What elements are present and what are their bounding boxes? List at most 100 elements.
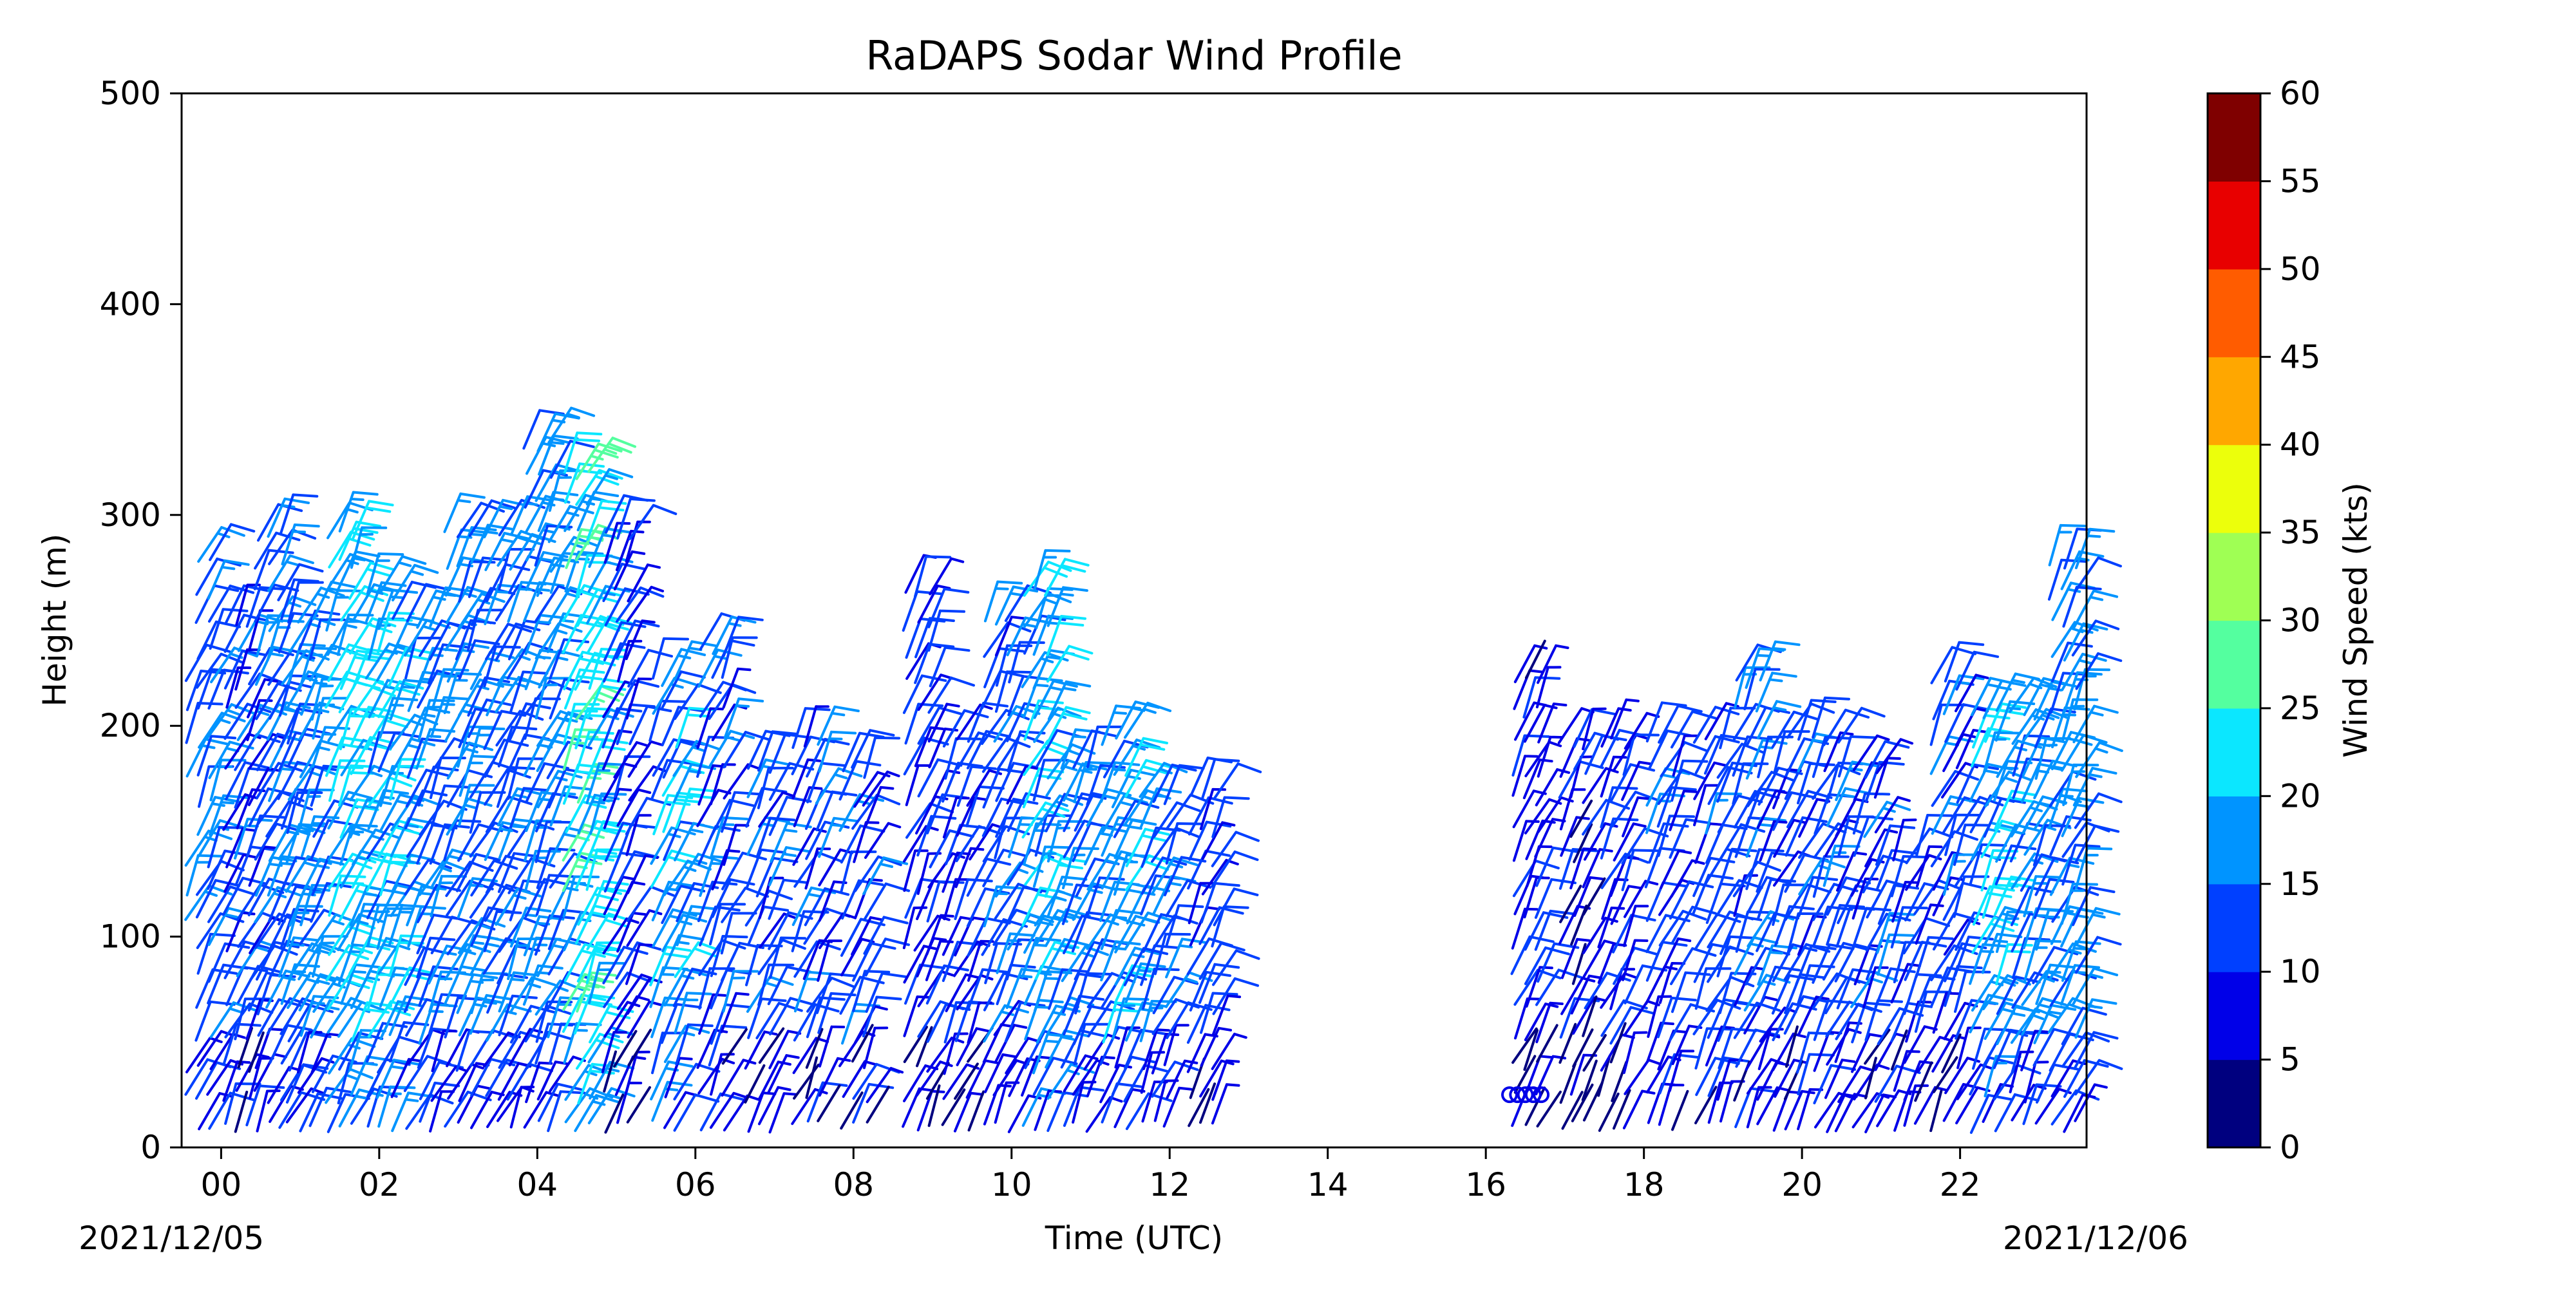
wind-barb bbox=[815, 790, 858, 831]
wind-barb bbox=[279, 707, 323, 748]
wind-barb bbox=[245, 1084, 285, 1127]
wind-barb bbox=[1213, 762, 1262, 799]
wind-barb bbox=[721, 636, 758, 679]
wind-barb bbox=[1837, 1065, 1873, 1103]
wind-barb bbox=[467, 726, 506, 769]
wind-barb bbox=[1166, 1059, 1198, 1100]
wind-barb bbox=[234, 997, 270, 1041]
wind-barb bbox=[547, 505, 594, 543]
wind-barb bbox=[819, 1025, 846, 1068]
y-tick-label: 200 bbox=[100, 707, 161, 744]
wind-barb bbox=[209, 608, 249, 650]
wind-barb bbox=[547, 406, 596, 444]
wind-barb bbox=[1142, 967, 1180, 1010]
wind-barb bbox=[1582, 995, 1598, 1037]
wind-barb bbox=[863, 1026, 889, 1070]
wind-barb bbox=[673, 1093, 720, 1132]
wind-barb bbox=[1560, 938, 1591, 979]
wind-barb bbox=[1874, 967, 1916, 1008]
wind-barb bbox=[625, 814, 652, 856]
chart-title: RaDAPS Sodar Wind Profile bbox=[866, 32, 1402, 79]
wind-barb bbox=[469, 994, 512, 1035]
wind-barb bbox=[1837, 735, 1876, 778]
wind-barb bbox=[587, 1087, 636, 1125]
calm-circle bbox=[1533, 1086, 1550, 1104]
colorbar-tick-label: 50 bbox=[2280, 250, 2321, 288]
wind-barb bbox=[349, 885, 392, 927]
wind-barb bbox=[310, 1032, 341, 1074]
wind-barb bbox=[903, 849, 929, 892]
wind-barb bbox=[994, 616, 1025, 657]
wind-barb bbox=[1524, 1003, 1559, 1041]
wind-barb bbox=[791, 707, 831, 749]
wind-barb bbox=[1141, 856, 1188, 895]
wind-barb bbox=[745, 848, 786, 890]
wind-barb bbox=[721, 851, 767, 891]
wind-barb bbox=[769, 936, 806, 979]
wind-barb bbox=[708, 1024, 748, 1067]
wind-barb bbox=[1609, 763, 1656, 802]
wind-barb bbox=[1573, 823, 1593, 863]
wind-barb bbox=[1212, 977, 1260, 1015]
colorbar-tick-label: 5 bbox=[2280, 1041, 2300, 1079]
wind-barb bbox=[1006, 765, 1039, 805]
colorbar-tick-label: 40 bbox=[2280, 426, 2321, 464]
wind-barb bbox=[625, 677, 652, 720]
wind-barb bbox=[524, 679, 573, 716]
wind-barb bbox=[744, 1064, 766, 1104]
wind-barb bbox=[366, 552, 404, 595]
wind-barb bbox=[1613, 822, 1647, 862]
wind-barb bbox=[1062, 972, 1104, 1013]
wind-barb bbox=[1703, 734, 1747, 775]
wind-barb bbox=[709, 1091, 747, 1129]
wind-barb bbox=[1102, 1001, 1141, 1044]
wind-barb bbox=[416, 936, 456, 979]
wind-barb bbox=[842, 731, 885, 773]
wind-barb bbox=[914, 555, 952, 598]
barb-profile bbox=[1099, 701, 1173, 1131]
wind-barb bbox=[942, 851, 971, 893]
wind-barb bbox=[711, 878, 755, 918]
wind-barb bbox=[379, 555, 427, 593]
wind-barb bbox=[1672, 734, 1698, 777]
wind-barb bbox=[225, 911, 256, 952]
wind-barb bbox=[1953, 875, 1990, 918]
wind-barb bbox=[1669, 789, 1698, 831]
plot-frame bbox=[180, 92, 2088, 1149]
wind-barb bbox=[817, 705, 860, 746]
y-axis-label: Height (m) bbox=[36, 534, 73, 707]
wind-barb bbox=[1114, 947, 1160, 986]
wind-barb bbox=[1213, 887, 1259, 927]
wind-barb bbox=[759, 912, 797, 949]
wind-barb bbox=[1152, 764, 1197, 803]
wind-barb bbox=[1573, 876, 1604, 917]
wind-barb bbox=[1707, 766, 1753, 806]
wind-barb bbox=[2047, 558, 2087, 601]
wind-barb bbox=[404, 636, 441, 679]
wind-barb bbox=[1914, 1061, 1933, 1102]
wind-barb bbox=[1944, 641, 1985, 683]
wind-barb bbox=[928, 769, 961, 809]
wind-barb bbox=[804, 887, 850, 927]
colorbar-segment bbox=[2208, 181, 2260, 270]
wind-barb bbox=[485, 623, 533, 661]
wind-barb bbox=[506, 1062, 553, 1101]
wind-barb bbox=[298, 609, 341, 650]
wind-barb bbox=[914, 726, 944, 768]
wind-barb bbox=[1535, 1001, 1564, 1044]
x-tick-label: 12 bbox=[1149, 1166, 1190, 1203]
wind-barb bbox=[348, 561, 395, 600]
wind-barb bbox=[1045, 1029, 1090, 1069]
wind-barb bbox=[547, 1090, 586, 1133]
wind-barb bbox=[1535, 666, 1562, 709]
wind-barb bbox=[1569, 799, 1593, 838]
wind-barb bbox=[1954, 970, 1991, 1013]
wind-barb bbox=[1200, 758, 1240, 800]
wind-barb bbox=[2072, 704, 2119, 744]
wind-barb bbox=[863, 916, 909, 955]
x-tick-label: 02 bbox=[359, 1166, 400, 1203]
calm-circle bbox=[1501, 1086, 1519, 1104]
wind-barb bbox=[575, 469, 623, 506]
wind-barb bbox=[1101, 795, 1148, 833]
wind-barb bbox=[535, 792, 578, 833]
